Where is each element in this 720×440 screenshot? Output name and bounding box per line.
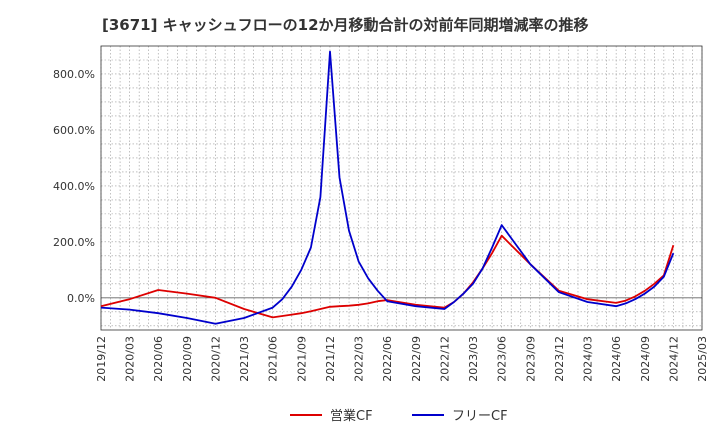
x-tick-label: 2024/06 <box>610 336 623 382</box>
x-tick-label: 2023/06 <box>496 336 509 382</box>
x-tick-label: 2024/09 <box>639 336 652 382</box>
x-tick-label: 2020/03 <box>124 336 137 382</box>
x-tick-label: 2022/09 <box>410 336 423 382</box>
x-tick-label: 2024/03 <box>582 336 595 382</box>
x-tick-label: 2020/09 <box>181 336 194 382</box>
x-tick-label: 2024/12 <box>667 336 680 382</box>
x-tick-label: 2021/12 <box>324 336 337 382</box>
plot-frame <box>100 45 703 331</box>
chart-title: [3671] キャッシュフローの12か月移動合計の対前年同期増減率の推移 <box>102 16 589 34</box>
x-tick-label: 2020/06 <box>152 336 165 382</box>
x-tick-label: 2021/06 <box>267 336 280 382</box>
x-tick-label: 2023/12 <box>553 336 566 382</box>
x-tick-label: 2022/06 <box>381 336 394 382</box>
y-tick-label: 600.0% <box>53 124 95 137</box>
y-tick-label: 0.0% <box>67 292 95 305</box>
x-tick-label: 2023/03 <box>467 336 480 382</box>
x-tick-label: 2019/12 <box>95 336 108 382</box>
x-tick-label: 2021/09 <box>295 336 308 382</box>
x-tick-label: 2022/03 <box>353 336 366 382</box>
y-tick-label: 400.0% <box>53 180 95 193</box>
x-tick-label: 2020/12 <box>209 336 222 382</box>
y-tick-label: 200.0% <box>53 236 95 249</box>
x-tick-label: 2022/12 <box>438 336 451 382</box>
legend-label: フリーCF <box>452 409 508 424</box>
series-line <box>100 50 675 325</box>
x-tick-label: 2021/03 <box>238 336 251 382</box>
x-tick-label: 2023/09 <box>524 336 537 382</box>
x-tick-label: 2025/03 <box>696 336 709 382</box>
y-tick-label: 800.0% <box>53 68 95 81</box>
legend-label: 営業CF <box>330 408 373 424</box>
